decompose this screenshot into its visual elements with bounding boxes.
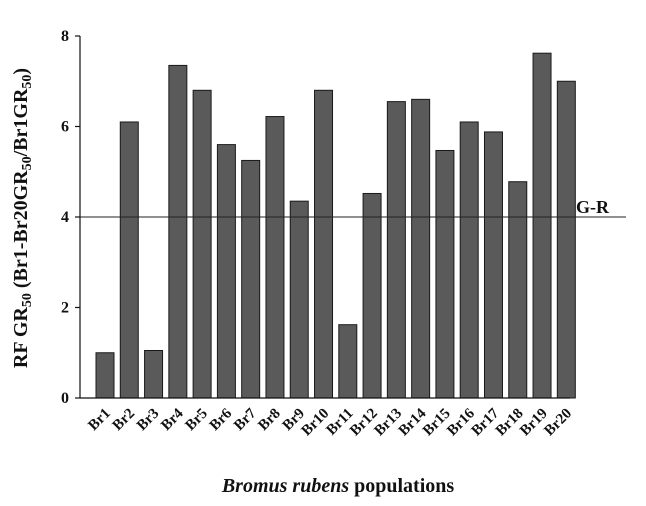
bar-br13 (386, 101, 406, 399)
bar-br19 (532, 52, 552, 399)
bar-br15 (435, 149, 455, 399)
bar-br3 (144, 349, 164, 399)
x-tick-label: Br4 (158, 405, 187, 434)
reference-line-label: G-R (576, 197, 610, 217)
y-tick-label: 6 (61, 119, 69, 136)
x-tick-label: Br7 (231, 405, 260, 434)
y-axis-title: RF GR50 (Br1-Br20GR50/Br1GR50) (10, 68, 35, 368)
bar-br5 (192, 89, 212, 399)
bar-br2 (119, 121, 139, 399)
x-tick-label: Br3 (134, 406, 162, 434)
bars-group (95, 52, 576, 399)
reference-line-group: G-R (80, 197, 626, 218)
bar-br10 (314, 89, 334, 399)
x-tick-label: Br8 (255, 406, 283, 434)
y-tick-label: 0 (61, 390, 69, 407)
bar-br17 (483, 131, 503, 399)
x-axis: Br1Br2Br3Br4Br5Br6Br7Br8Br9Br10Br11Br12B… (80, 397, 575, 440)
bar-br7 (241, 159, 261, 399)
bar-br6 (216, 144, 236, 399)
y-axis: 0 2 4 6 8 (61, 28, 81, 407)
x-axis-title: Bromus rubens populations (221, 475, 455, 497)
bar-br12 (362, 192, 382, 399)
x-tick-label: Br1 (85, 406, 113, 434)
bar-br1 (95, 352, 115, 399)
bar-br4 (168, 64, 188, 399)
bar-br14 (411, 98, 431, 399)
x-tick-label: Br5 (183, 406, 211, 434)
y-tick-label: 8 (61, 28, 69, 45)
x-tick-label: Br20 (541, 406, 575, 440)
y-tick-label: 2 (61, 300, 69, 317)
y-tick-label: 4 (61, 209, 69, 226)
bar-br11 (338, 324, 358, 399)
bar-br9 (289, 200, 309, 399)
x-tick-label: Br2 (110, 406, 138, 434)
bar-br16 (459, 121, 479, 399)
bar-br8 (265, 116, 285, 399)
x-tick-label: Br6 (207, 405, 236, 434)
bar-br18 (508, 181, 528, 399)
bar-br20 (556, 80, 576, 399)
